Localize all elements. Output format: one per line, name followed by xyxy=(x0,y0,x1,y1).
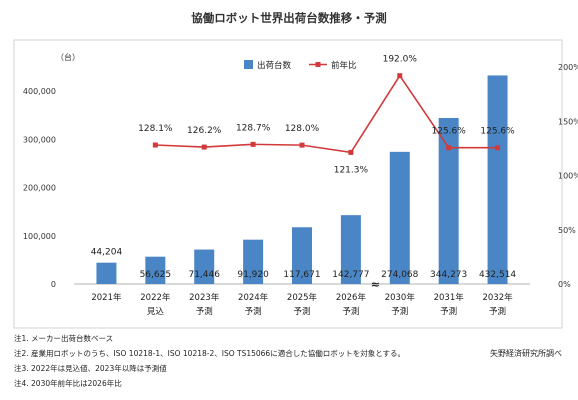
footnotes: 注1. メーカー出荷台数ベース 注2. 産業用ロボットのうち、ISO 10218… xyxy=(14,333,405,388)
line-value-label: 125.6% xyxy=(480,127,515,137)
line-marker xyxy=(397,73,403,79)
footnote-1: 注1. メーカー出荷台数ベース xyxy=(14,333,113,343)
bar-value-label: 117,671 xyxy=(283,270,320,280)
bar-value-label: 44,204 xyxy=(91,248,123,258)
bar xyxy=(487,75,508,285)
x-category-note: 予測 xyxy=(293,306,310,317)
bar xyxy=(96,262,117,284)
footnote-3: 注3. 2022年は見込値、2023年以降は予測値 xyxy=(14,363,167,373)
x-category-note: 予測 xyxy=(196,306,213,317)
line-path xyxy=(155,74,498,154)
bar xyxy=(292,227,312,284)
line-value-label: 125.6% xyxy=(432,127,467,137)
bar-value-label: 91,920 xyxy=(237,270,269,280)
y-tick-label: 400,000 xyxy=(23,87,56,96)
line-value-label: 121.3% xyxy=(334,165,369,175)
line-data-labels: 128.1% 126.2% 128.7% 128.0% 121.3% 192.0% 125.… xyxy=(138,55,515,176)
y-unit-label: （台） xyxy=(56,52,80,62)
bar-data-labels: 44,204 56,625 71,446 91,920 117,671 142,777 27… xyxy=(91,248,517,280)
y2-axis-ticks: 0% 50% 100% 150% 200% xyxy=(558,63,578,289)
line-value-label: 128.7% xyxy=(236,123,271,133)
x-category-year: 2026年 xyxy=(336,292,367,303)
x-category-year: 2024年 xyxy=(238,292,269,303)
x-category-year: 2023年 xyxy=(189,292,220,303)
bar-value-label: 142,777 xyxy=(332,270,369,280)
bar-value-label: 71,446 xyxy=(188,270,220,280)
footnote-2: 注2. 産業用ロボットのうち、ISO 10218-1、ISO 10218-2、I… xyxy=(14,348,405,358)
line-marker xyxy=(201,144,207,150)
line-marker xyxy=(299,142,305,148)
bar-value-label: 432,514 xyxy=(479,270,516,280)
legend: 出荷台数 前年比 xyxy=(244,60,357,71)
x-category-year: 2025年 xyxy=(287,292,318,303)
line-marker xyxy=(152,142,158,148)
legend-bar-swatch xyxy=(244,60,253,69)
line-value-label: 126.2% xyxy=(187,126,222,136)
y-tick-label: 300,000 xyxy=(23,135,56,144)
x-category-year: 2021年 xyxy=(91,292,122,303)
x-category-year: 2032年 xyxy=(482,292,513,303)
line-value-label: 192.0% xyxy=(383,55,418,65)
x-category-year: 2022年 xyxy=(140,292,171,303)
y2-tick-label: 150% xyxy=(558,117,578,126)
bar xyxy=(340,215,361,284)
legend-line-marker xyxy=(315,62,321,67)
line-marker xyxy=(250,141,256,147)
bar xyxy=(145,256,166,284)
y-tick-label: 100,000 xyxy=(23,232,56,241)
bar xyxy=(389,151,410,284)
x-category-year: 2030年 xyxy=(385,292,416,303)
bar xyxy=(243,239,264,284)
bar-series: ≈ xyxy=(96,75,508,291)
bar-value-label: 274,068 xyxy=(381,270,418,280)
line-marker xyxy=(348,149,354,155)
plot-frame xyxy=(13,39,563,329)
line-value-label: 128.0% xyxy=(285,124,320,134)
x-category-year: 2031年 xyxy=(434,292,465,303)
legend-line-label: 前年比 xyxy=(331,60,357,71)
x-category-note: 予測 xyxy=(440,306,457,317)
footnote-4: 注4. 2030年前年比は2026年比 xyxy=(14,378,122,388)
source-credit: 矢野経済研究所調べ xyxy=(490,348,562,358)
bar xyxy=(438,117,459,284)
x-category-note: 見込 xyxy=(147,306,165,317)
line-value-label: 128.1% xyxy=(138,124,173,134)
x-category-note: 予測 xyxy=(489,306,506,317)
y-tick-label: 0 xyxy=(51,280,56,289)
line-marker xyxy=(495,145,501,151)
y2-tick-label: 100% xyxy=(558,172,578,181)
bar-value-label: 344,273 xyxy=(430,270,467,280)
x-category-note: 予測 xyxy=(342,306,359,317)
bar xyxy=(194,249,215,284)
x-category-note: 予測 xyxy=(391,306,408,317)
line-marker xyxy=(446,145,452,151)
x-category-note: 予測 xyxy=(245,306,262,317)
axis-break-marker: ≈ xyxy=(371,278,380,291)
chart-title: 協働ロボット世界出荷台数推移・予測 xyxy=(191,11,387,25)
y2-tick-label: 200% xyxy=(558,63,578,72)
line-series xyxy=(152,73,501,155)
legend-bar-label: 出荷台数 xyxy=(257,60,292,71)
y2-tick-label: 50% xyxy=(558,226,576,235)
bar-value-label: 56,625 xyxy=(140,270,172,280)
y-tick-label: 200,000 xyxy=(23,184,56,193)
y2-tick-label: 0% xyxy=(558,280,571,289)
